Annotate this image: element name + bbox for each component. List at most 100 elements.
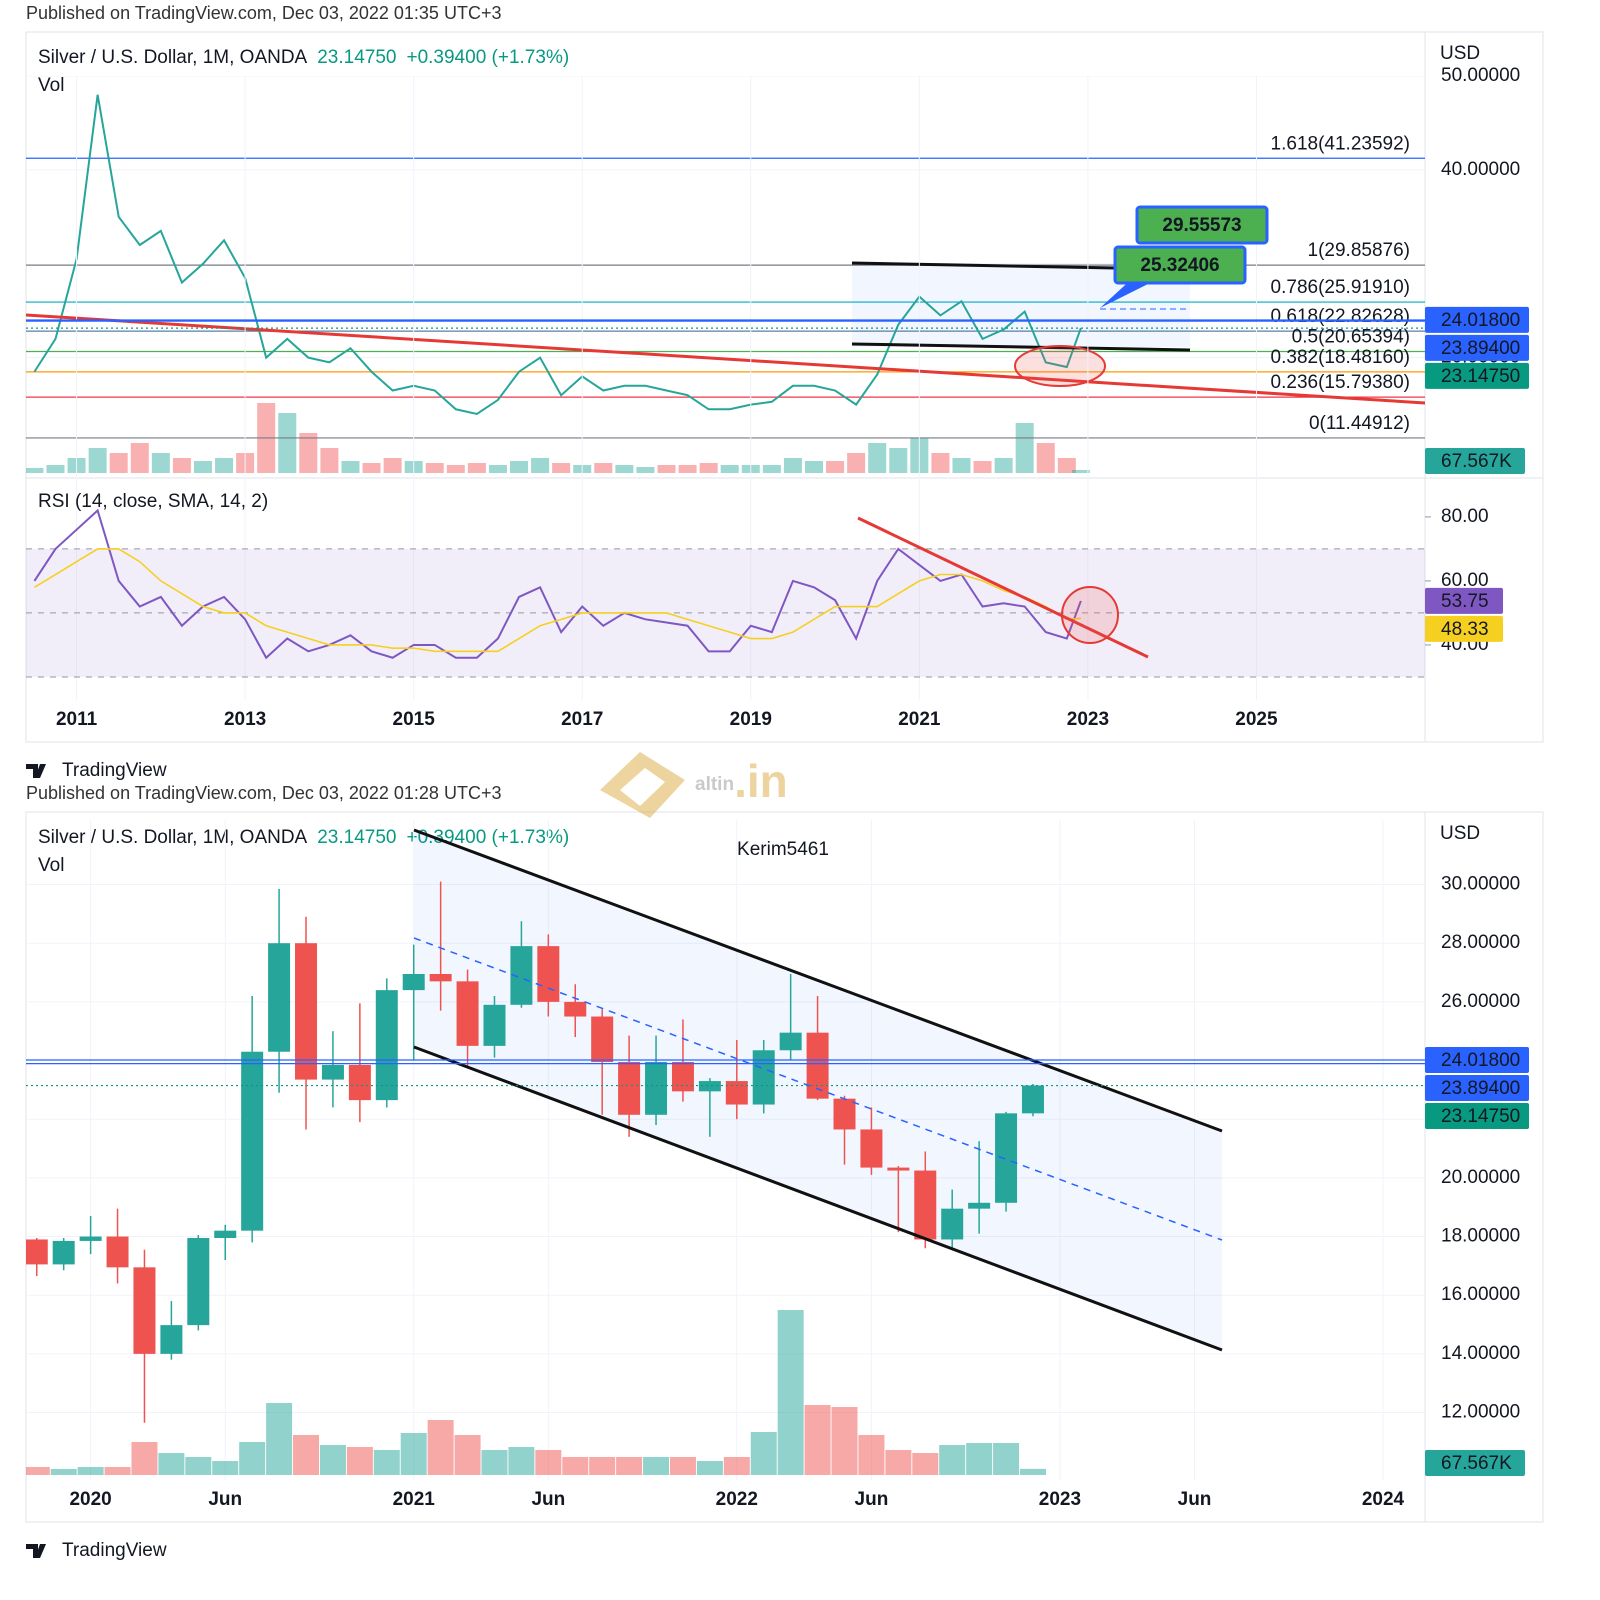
channel-mid — [413, 937, 1223, 1241]
price-badge-label: 23.14750 — [1441, 1106, 1520, 1127]
candle-body — [1021, 1085, 1044, 1114]
price-badge — [1425, 1047, 1529, 1074]
volume-bar — [750, 1432, 777, 1475]
volume-badge — [1425, 1450, 1525, 1476]
candle-body — [429, 974, 452, 982]
candle-body — [968, 1202, 991, 1209]
price-badge-label: 23.89400 — [1441, 338, 1520, 359]
highlight-circle — [1014, 345, 1106, 387]
volume-bar — [783, 458, 802, 473]
published-note: Published on TradingView.com, Dec 03, 20… — [26, 783, 501, 803]
rsi-trend-line — [857, 516, 1149, 659]
x-tick-label: Jun — [1178, 1489, 1212, 1510]
candle-body — [645, 1062, 668, 1115]
y-tick-label: 12.00000 — [1441, 1402, 1520, 1423]
volume-bar — [151, 453, 170, 473]
candle-body — [806, 1032, 829, 1099]
rsi-title: RSI (14, close, SMA, 14, 2) — [38, 491, 268, 512]
rsi-line — [33, 508, 1082, 660]
volume-bar — [1057, 458, 1076, 473]
callout-box — [1135, 205, 1269, 245]
candle-body — [321, 1064, 344, 1080]
volume-bar — [1019, 1468, 1046, 1475]
candle-body — [833, 1098, 856, 1130]
volume-bar — [804, 1405, 831, 1475]
candle-body — [348, 1064, 371, 1101]
candle-body — [160, 1325, 183, 1354]
volume-bar — [212, 1461, 239, 1475]
y-tick-label: 28.00000 — [1441, 932, 1520, 953]
volume-bar — [723, 1457, 750, 1475]
volume-bar — [109, 453, 128, 473]
candle-body — [537, 946, 560, 1002]
x-tick-label: 2017 — [561, 709, 603, 730]
fib-label: 0.236(15.79380) — [1271, 372, 1410, 393]
price-badge-label: 23.14750 — [1441, 366, 1520, 387]
candle-body — [995, 1113, 1018, 1203]
volume-bar — [131, 1442, 158, 1475]
rsi-badge-label: 53.75 — [1441, 591, 1489, 612]
volume-bar — [508, 1447, 535, 1475]
volume-bar — [636, 467, 655, 473]
volume-bar — [720, 465, 739, 473]
price-badge — [1425, 334, 1529, 361]
volume-bar — [912, 1453, 939, 1475]
volume-badge-label: 67.567K — [1441, 1453, 1512, 1474]
candle-body — [591, 1016, 614, 1062]
y-tick-label: 20.00000 — [1441, 1167, 1520, 1188]
volume-bar — [50, 1469, 77, 1475]
volume-bar — [1036, 443, 1055, 473]
last-price: 23.14750 — [317, 47, 396, 68]
candle-body — [752, 1050, 775, 1105]
volume-bar — [320, 448, 339, 473]
volume-bar — [278, 413, 297, 473]
y-tick-label: 18.00000 — [1441, 1226, 1520, 1247]
x-tick-label: 2024 — [1362, 1489, 1405, 1510]
volume-bar — [777, 1310, 804, 1475]
candle-body — [187, 1238, 210, 1326]
volume-bar — [193, 461, 212, 473]
chart-layer: Published on TradingView.com, Dec 03, 20… — [26, 3, 1529, 1561]
candle-body — [241, 1051, 264, 1231]
price-badge — [1425, 1075, 1529, 1102]
price-badge-label: 24.01800 — [1441, 310, 1520, 331]
volume-badge-label: 67.567K — [1441, 451, 1512, 472]
volume-bar — [669, 1457, 696, 1475]
currency: USD — [1440, 823, 1480, 844]
candle-body — [860, 1129, 883, 1168]
volume-bar — [762, 465, 781, 473]
candle-body — [887, 1167, 910, 1171]
volume-bar — [594, 463, 613, 473]
channel-lower — [413, 1045, 1223, 1352]
candle-body — [510, 946, 533, 1005]
y-tick-label: 30.00000 — [1441, 874, 1520, 895]
candle-body — [483, 1004, 506, 1046]
volume-bar — [26, 468, 44, 473]
watermark-brand: altin — [695, 774, 734, 795]
price-badge-label: 24.01800 — [1441, 1050, 1520, 1071]
volume-bar — [158, 1453, 185, 1475]
volume-bar — [319, 1445, 346, 1475]
volume-bar — [993, 1443, 1020, 1475]
volume-bar — [657, 465, 676, 473]
volume-bar — [858, 1435, 885, 1475]
watermark-author: Kerim5461 — [737, 839, 829, 860]
volume-bar — [454, 1435, 481, 1475]
volume-bar — [931, 453, 950, 473]
volume-bar — [531, 458, 550, 473]
candle-body — [564, 1001, 587, 1017]
candle-body — [725, 1081, 748, 1105]
volume-bar — [678, 465, 697, 473]
candle-body — [618, 1062, 641, 1115]
candle-body — [26, 1239, 48, 1265]
y-tick-label: 40.00000 — [1441, 159, 1520, 180]
candle-body — [698, 1081, 721, 1092]
rsi-circle — [1061, 586, 1119, 644]
volume-bar — [831, 1407, 858, 1475]
volume-bar — [362, 463, 381, 473]
candle-body — [79, 1236, 102, 1241]
volume-bar — [341, 461, 360, 473]
price-badge — [1425, 1103, 1529, 1130]
trend-line — [26, 313, 1425, 405]
volume-bar — [104, 1467, 131, 1475]
